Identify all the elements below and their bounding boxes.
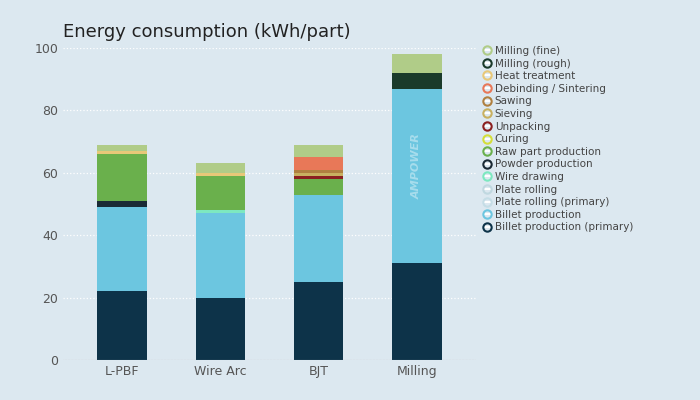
Bar bbox=[196, 298, 245, 360]
Bar bbox=[294, 179, 343, 195]
Bar bbox=[393, 73, 442, 88]
Bar bbox=[393, 54, 442, 73]
Bar bbox=[294, 195, 343, 282]
Bar bbox=[393, 88, 442, 263]
Bar bbox=[294, 157, 343, 170]
Text: AMPOWER: AMPOWER bbox=[412, 134, 422, 200]
Bar bbox=[97, 145, 146, 151]
Bar bbox=[294, 145, 343, 157]
Bar bbox=[196, 210, 245, 213]
Bar bbox=[97, 201, 146, 207]
Bar bbox=[196, 164, 245, 173]
Bar bbox=[196, 173, 245, 176]
Text: Energy consumption (kWh/part): Energy consumption (kWh/part) bbox=[63, 23, 351, 41]
Bar bbox=[97, 154, 146, 201]
Bar bbox=[393, 263, 442, 360]
Bar bbox=[97, 291, 146, 360]
Bar bbox=[294, 176, 343, 179]
Bar bbox=[196, 176, 245, 210]
Bar bbox=[294, 170, 343, 173]
Bar bbox=[294, 282, 343, 360]
Bar bbox=[196, 213, 245, 298]
Bar bbox=[294, 173, 343, 176]
Bar bbox=[97, 151, 146, 154]
Bar bbox=[97, 207, 146, 291]
Legend: Milling (fine), Milling (rough), Heat treatment, Debinding / Sintering, Sawing, : Milling (fine), Milling (rough), Heat tr… bbox=[480, 42, 637, 236]
